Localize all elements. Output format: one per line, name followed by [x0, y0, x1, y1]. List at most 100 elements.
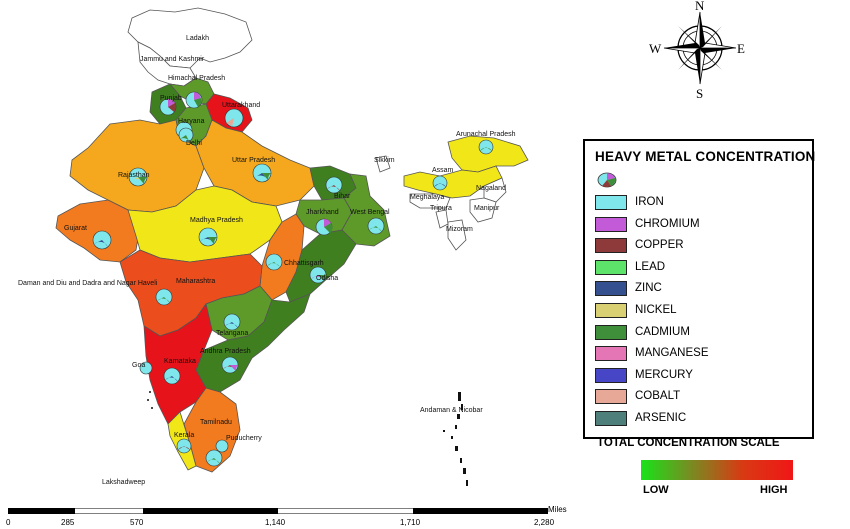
label-gujarat: Gujarat — [64, 225, 87, 232]
pie-telangana — [223, 313, 241, 331]
legend-label: COBALT — [635, 390, 681, 403]
pie-jharkhand — [315, 218, 333, 236]
label-delhi: Delhi — [186, 140, 202, 147]
label-assam: Assam — [432, 167, 454, 174]
andaman-islands — [443, 392, 468, 486]
legend-label: LEAD — [635, 260, 666, 273]
pie-puducherry — [215, 439, 229, 453]
legend-swatch — [595, 195, 627, 210]
label-himachal: Himachal Pradesh — [168, 75, 225, 82]
pie-punjab — [159, 98, 177, 116]
distance-tick-label: 1,140 — [265, 518, 286, 527]
lakshadweep-islands — [147, 391, 153, 409]
legend-swatch — [595, 238, 627, 254]
pie-assam — [432, 175, 448, 191]
legend-panel: HEAVY METAL CONCENTRATION IRON CHROMIUM CO… — [583, 139, 816, 449]
label-chhattisgarh: Chhattisgarh — [284, 260, 324, 267]
label-andhra: Andhra Pradesh — [200, 348, 251, 355]
scale-low-label: LOW — [643, 484, 669, 496]
legend-swatch — [595, 324, 627, 340]
label-sikkim: Sikkim — [374, 157, 395, 164]
legend-swatch — [595, 346, 627, 362]
label-puducherry: Puducherry — [226, 435, 262, 442]
label-karnataka: Karnataka — [164, 358, 196, 365]
distance-tick-label: 1,710 — [400, 518, 421, 527]
legend-label: IRON — [635, 196, 664, 208]
pie-bihar — [325, 176, 343, 194]
label-mizoram: Mizoram — [446, 226, 473, 233]
pie-gujarat — [92, 230, 112, 250]
region-manipur — [469, 197, 497, 223]
label-telangana: Telangana — [216, 330, 248, 337]
label-jk: Jammu and Kashmir — [140, 56, 205, 63]
region-tamilnadu — [183, 387, 241, 473]
label-haryana: Haryana — [178, 118, 205, 125]
legend-swatch — [595, 281, 627, 297]
legend-title: HEAVY METAL CONCENTRATION — [595, 149, 816, 164]
legend-swatch — [595, 411, 627, 426]
region-gujarat — [55, 199, 141, 263]
pie-kerala — [176, 438, 192, 454]
label-mp: Madhya Pradesh — [190, 217, 243, 224]
label-west-bengal: West Bengal — [350, 209, 390, 216]
label-manipur: Manipur — [474, 205, 500, 212]
concentration-scale-bar — [641, 460, 793, 480]
legend-pie-icon — [597, 172, 617, 188]
scale-high-label: HIGH — [760, 484, 788, 496]
legend-swatch — [595, 303, 627, 318]
state-labels: Ladakh Jammu and Kashmir Himachal Prades… — [18, 35, 516, 486]
label-goa: Goa — [132, 362, 145, 369]
label-up: Uttar Pradesh — [232, 157, 275, 164]
label-jharkhand: Jharkhand — [306, 209, 339, 216]
label-daman: Daman and Diu and Dadra and Nagar Haveli — [18, 280, 158, 287]
pie-maharashtra — [155, 288, 173, 306]
region-sikkim — [375, 155, 391, 173]
label-meghalaya: Meghalaya — [410, 194, 444, 201]
region-rajasthan — [69, 119, 205, 213]
label-bihar: Bihar — [334, 193, 351, 200]
legend-swatch — [595, 367, 627, 383]
legend-label: MANGANESE — [635, 347, 709, 360]
pie-madhya-pradesh — [198, 227, 218, 247]
label-kerala: Kerala — [174, 432, 194, 439]
compass-w: W — [649, 41, 662, 56]
pie-himachal — [185, 91, 203, 109]
label-andaman: Andaman & Nicobar — [420, 407, 483, 414]
distance-tick-label: 285 — [61, 518, 75, 527]
pie-tamilnadu — [205, 449, 223, 467]
label-maharashtra: Maharashtra — [176, 278, 215, 285]
label-uttarakhand: Uttarakhand — [222, 102, 260, 109]
pie-goa — [139, 361, 153, 375]
legend-label: ARSENIC — [635, 412, 687, 424]
label-punjab: Punjab — [160, 95, 182, 102]
pie-andhra — [221, 356, 239, 374]
pie-markers — [92, 91, 494, 467]
label-ladakh: Ladakh — [186, 35, 209, 42]
region-mizoram — [447, 219, 467, 251]
label-tripura: Tripura — [430, 205, 452, 212]
region-odisha — [285, 229, 357, 303]
pie-uttar-pradesh — [252, 163, 272, 183]
pie-delhi — [178, 127, 194, 143]
compass-e: E — [737, 41, 745, 56]
legend-label: CADMIUM — [635, 325, 690, 338]
pie-uttarakhand — [224, 108, 244, 128]
label-arunachal: Arunachal Pradesh — [456, 131, 516, 138]
legend-label: ZINC — [635, 282, 662, 295]
legend-swatch — [595, 216, 627, 232]
pie-odisha — [309, 266, 327, 284]
pie-karnataka — [163, 367, 181, 385]
region-meghalaya — [409, 193, 451, 209]
distance-scale-bar — [8, 508, 548, 514]
pie-west-bengal — [367, 217, 385, 235]
pie-chhattisgarh — [265, 253, 283, 271]
distance-unit: Miles — [548, 505, 567, 514]
legend-label: MERCURY — [635, 368, 693, 381]
label-tamilnadu: Tamilnadu — [200, 419, 232, 426]
distance-tick-label: 570 — [130, 518, 144, 527]
pie-arunachal — [478, 139, 494, 155]
distance-tick-label: 0 — [6, 518, 11, 527]
compass-s: S — [696, 86, 703, 101]
legend-swatch — [595, 259, 627, 275]
scale-title: TOTAL CONCENTRATION SCALE — [597, 437, 780, 449]
